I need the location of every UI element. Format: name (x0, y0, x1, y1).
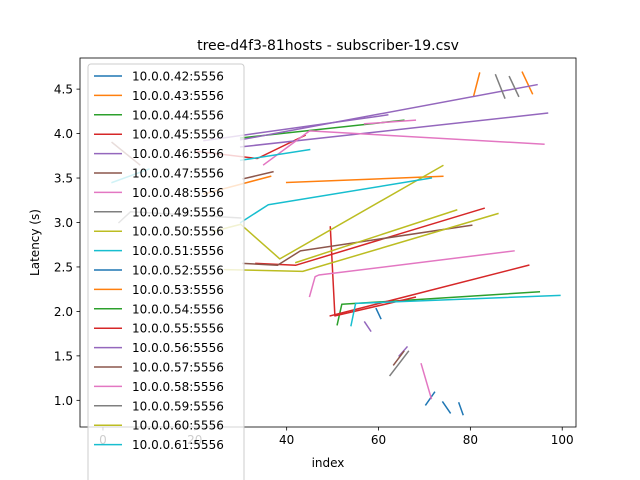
legend-label: 10.0.0.51:5556 (132, 244, 224, 258)
series-line-45-seg-1 (329, 226, 417, 317)
series-line-45-seg-3 (255, 207, 486, 266)
legend-label: 10.0.0.44:5556 (132, 108, 224, 122)
series-line-42-seg-2 (457, 402, 464, 416)
series-line-51-seg-2 (350, 294, 561, 327)
series-line-46-seg-3 (363, 321, 372, 333)
series-line-48-seg-1 (308, 250, 515, 298)
legend-label: 10.0.0.52:5556 (132, 264, 224, 278)
y-tick-label: 4.0 (54, 127, 73, 141)
series-line-49-seg-1 (508, 75, 520, 98)
y-tick-label: 3.0 (54, 216, 73, 230)
series-line-49-seg-2 (388, 350, 410, 377)
legend-label: 10.0.0.53:5556 (132, 283, 224, 297)
y-tick-label: 4.5 (54, 83, 73, 97)
legend-box (87, 63, 245, 480)
legend-label: 10.0.0.46:5556 (132, 147, 224, 161)
y-tick-label: 1.0 (54, 394, 73, 408)
series-line-48-seg-3 (420, 362, 433, 400)
series-line-48-seg-2 (363, 119, 417, 125)
series-lines (111, 71, 561, 416)
series-line-50-seg-0 (239, 164, 444, 260)
x-tick-label: 40 (279, 433, 294, 447)
series-line-44-seg-1 (336, 291, 541, 326)
legend-label: 10.0.0.55:5556 (132, 322, 224, 336)
x-tick-label: 100 (551, 433, 574, 447)
x-tick-label: 60 (371, 433, 386, 447)
legend-label: 10.0.0.58:5556 (132, 380, 224, 394)
legend-label: 10.0.0.49:5556 (132, 205, 224, 219)
y-axis-label: Latency (s) (28, 209, 42, 276)
y-tick-label: 3.5 (54, 172, 73, 186)
legend: 10.0.0.42:5556 10.0.0.43:5556 10.0.0.44:55… (87, 63, 245, 480)
series-line-49-seg-0 (494, 73, 506, 99)
plot-frame (79, 57, 577, 428)
y-tick-label: 2.0 (54, 305, 73, 319)
series-line-43-seg-0 (472, 72, 481, 98)
series-line-48-seg-0 (262, 130, 545, 166)
series-line-42-seg-0 (441, 401, 452, 414)
y-tick-label: 1.5 (54, 349, 73, 363)
legend-label: 10.0.0.45:5556 (132, 128, 224, 142)
series-line-51-seg-1 (239, 177, 433, 224)
series-line-47-seg-2 (392, 350, 405, 366)
legend-label: 10.0.0.57:5556 (132, 361, 224, 375)
series-line-47-seg-0 (242, 170, 274, 180)
series-line-50-seg-2 (294, 209, 458, 264)
series-line-43-seg-3 (285, 175, 444, 184)
legend-label: 10.0.0.56:5556 (132, 341, 224, 355)
legend-label: 10.0.0.59:5556 (132, 399, 224, 413)
series-line-46-seg-0 (239, 83, 538, 141)
series-line-46-seg-1 (239, 112, 549, 148)
legend-label: 10.0.0.61:5556 (132, 438, 224, 452)
series-line-43-seg-1 (521, 71, 534, 95)
legend-label: 10.0.0.47:5556 (132, 167, 224, 181)
legend-label: 10.0.0.50:5556 (132, 225, 224, 239)
legend-label: 10.0.0.54:5556 (132, 302, 224, 316)
x-axis-label: index (312, 456, 345, 470)
series-line-45-seg-2 (329, 264, 530, 317)
series-line-47-seg-1 (242, 224, 473, 266)
series-line-42-seg-3 (375, 307, 382, 320)
legend-label: 10.0.0.48:5556 (132, 186, 224, 200)
chart-title: tree-d4f3-81hosts - subscriber-19.csv (197, 38, 459, 54)
legend-label: 10.0.0.43:5556 (132, 89, 224, 103)
series-line-50-seg-1 (223, 212, 499, 273)
legend-label: 10.0.0.42:5556 (132, 70, 224, 84)
series-line-51-seg-0 (239, 148, 311, 162)
y-axis: 1.0 1.5 2.0 2.5 3.0 3.5 4.0 4.5 (54, 83, 80, 408)
legend-label: 10.0.0.60:5556 (132, 419, 224, 433)
x-tick-label: 80 (463, 433, 478, 447)
y-tick-label: 2.5 (54, 260, 73, 274)
series-line-42-seg-1 (424, 391, 436, 406)
